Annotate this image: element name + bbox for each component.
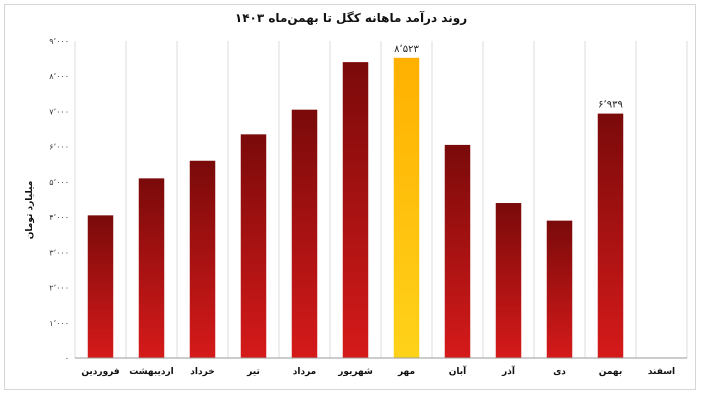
data-label: ۶٬۹۳۹ [598,100,623,111]
chart-frame: روند درآمد ماهانه کگل تا بهمن‌ماه ۱۴۰۳ ۰… [4,4,696,390]
bar-10 [546,220,573,358]
bar-2 [138,178,165,358]
y-tick-label: ۷٬۰۰۰ [49,107,69,116]
y-tick-label: ۸٬۰۰۰ [49,72,69,81]
bar-7 [393,57,420,359]
bar-1 [87,215,114,358]
bar-4 [240,134,267,358]
bar-8 [444,144,471,358]
y-tick-label: ۵٬۰۰۰ [49,178,69,187]
x-tick-label: تیر [246,367,260,377]
y-tick-label: ۲٬۰۰۰ [49,284,69,293]
y-tick-label: ۴٬۰۰۰ [49,213,69,222]
bar-9 [495,203,522,358]
x-tick-label: اسفند [648,367,675,377]
x-tick-label: دی [553,367,566,377]
x-axis-ticks: فروردین اردیبهشت خرداد تیر مرداد شهریور مهر آبا… [81,365,675,377]
y-axis-label: میلیارد تومان [25,181,35,240]
x-tick-label: مرداد [293,367,317,377]
data-label: ۸٬۵۲۳ [394,44,419,55]
x-tick-label: شهریور [337,367,373,377]
x-tick-label: خرداد [190,367,214,377]
x-tick-label: اردیبهشت [129,367,174,377]
bars-layer [87,57,624,359]
y-tick-label: ۳٬۰۰۰ [49,248,69,257]
x-tick-label: بهمن [599,367,622,377]
y-tick-label: ۹٬۰۰۰ [49,37,69,46]
y-axis-ticks: ۰ ۱٬۰۰۰ ۲٬۰۰۰ ۳٬۰۰۰ ۴٬۰۰۰ ۵٬۰۰۰ ۶٬۰۰۰ ۷٬۰۰۰ ۸٬۰۰… [49,37,69,363]
grid-layer [74,41,688,358]
y-tick-label: ۶٬۰۰۰ [49,143,69,152]
x-tick-label: آبان [449,365,467,377]
data-labels: ۸٬۵۲۳ ۶٬۹۳۹ [394,44,623,111]
y-tick-label: ۰ [65,354,69,363]
bar-6 [342,62,369,359]
x-tick-label: فروردین [81,367,119,377]
y-tick-label: ۱٬۰۰۰ [49,319,69,328]
x-tick-label: مهر [397,367,415,377]
bar-5 [291,109,318,358]
bar-3 [189,160,216,358]
chart-svg: روند درآمد ماهانه کگل تا بهمن‌ماه ۱۴۰۳ ۰… [25,10,688,377]
chart-title: روند درآمد ماهانه کگل تا بهمن‌ماه ۱۴۰۳ [235,10,467,26]
x-tick-label: آذر [501,365,516,377]
bar-11 [597,113,624,358]
